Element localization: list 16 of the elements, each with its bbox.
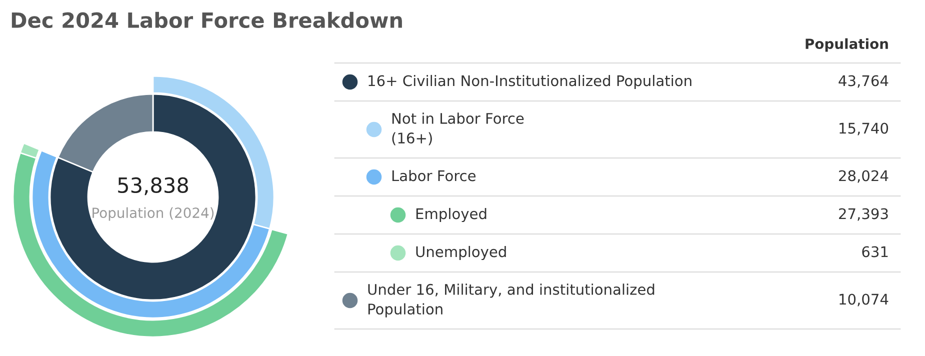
chart-title: Dec 2024 Labor Force Breakdown xyxy=(12,12,402,28)
data-label: 631 xyxy=(862,246,888,258)
legend-label: Labor Force xyxy=(392,170,476,182)
legend-label: Not in Labor Force (16+) xyxy=(392,112,524,146)
data-label: 43,764 xyxy=(838,75,888,88)
text: Population (2024) xyxy=(92,207,214,221)
legend-title: Population xyxy=(806,38,888,52)
data-label: 15,740 xyxy=(840,122,888,136)
legend-label: Employed xyxy=(416,208,486,222)
legend-label: Unemployed xyxy=(416,246,506,260)
data-label: 10,074 xyxy=(840,294,888,306)
legend-label: Under 16, Military, and institutionalized Population xyxy=(368,284,654,318)
legend-label: 16+ Civilian Non-Institutionalized Population xyxy=(368,74,692,90)
data-label: 27,393 xyxy=(839,208,888,221)
text: 53,838 xyxy=(118,177,188,196)
data-label: 28,024 xyxy=(839,170,888,183)
